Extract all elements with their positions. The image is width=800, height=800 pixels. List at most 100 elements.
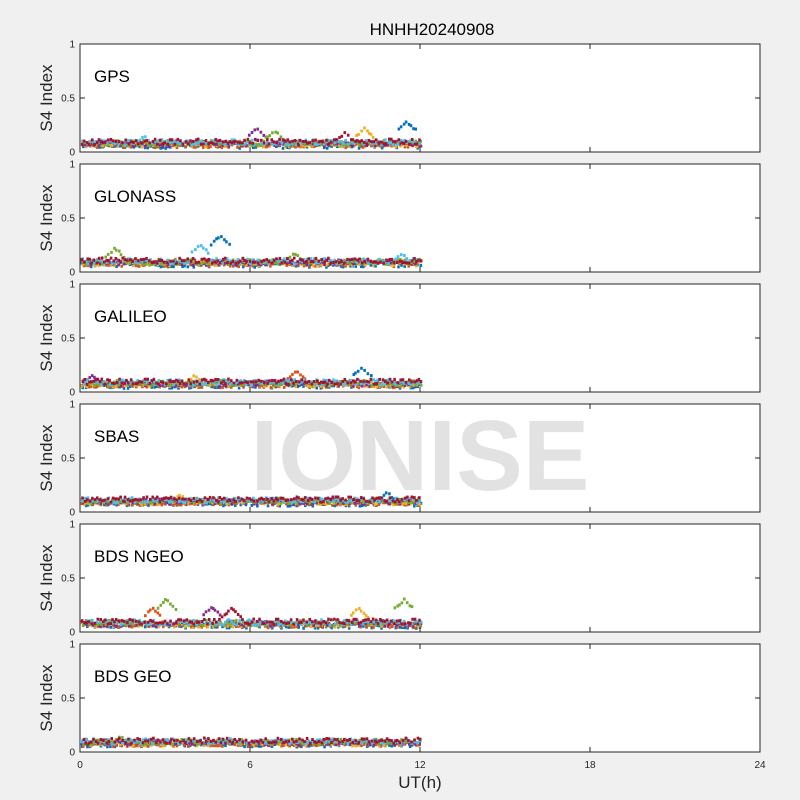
data-point xyxy=(366,620,370,624)
data-point xyxy=(85,141,89,145)
data-point xyxy=(321,625,324,629)
data-point xyxy=(104,260,108,264)
data-point xyxy=(170,383,173,387)
data-point xyxy=(110,250,113,254)
data-point xyxy=(246,381,249,384)
data-point xyxy=(220,497,224,501)
data-point xyxy=(133,744,137,748)
data-point xyxy=(256,383,260,387)
data-point xyxy=(379,618,382,621)
data-point xyxy=(126,381,130,385)
data-point xyxy=(387,262,390,266)
data-point xyxy=(227,263,230,266)
data-point xyxy=(200,257,204,261)
data-point xyxy=(184,380,188,384)
data-point xyxy=(157,382,160,386)
data-point xyxy=(390,496,394,500)
data-point xyxy=(190,625,193,629)
data-point xyxy=(210,261,214,265)
data-point xyxy=(250,503,254,507)
data-point xyxy=(390,257,393,261)
data-point xyxy=(299,500,303,504)
data-point xyxy=(283,139,287,143)
data-point xyxy=(213,618,216,621)
data-point xyxy=(125,261,129,264)
data-point xyxy=(130,142,134,145)
data-point xyxy=(353,619,356,623)
data-point xyxy=(266,504,270,508)
data-point xyxy=(269,381,272,385)
data-point xyxy=(163,141,167,145)
data-point xyxy=(308,141,311,145)
data-point xyxy=(406,380,410,384)
data-point xyxy=(330,381,333,384)
data-point xyxy=(87,385,91,389)
data-point xyxy=(215,257,218,261)
data-point xyxy=(129,382,132,386)
data-point xyxy=(149,263,152,267)
data-point xyxy=(155,260,159,264)
data-point xyxy=(248,141,252,145)
data-point xyxy=(148,143,152,147)
data-point xyxy=(143,502,147,506)
data-point xyxy=(352,257,355,261)
data-point xyxy=(109,745,112,749)
data-point xyxy=(209,145,212,149)
data-point xyxy=(88,264,91,268)
data-point xyxy=(368,500,371,504)
data-point xyxy=(370,374,373,377)
data-point xyxy=(253,265,256,269)
data-point xyxy=(334,260,338,264)
data-point xyxy=(299,623,303,627)
data-point xyxy=(105,142,109,145)
data-point xyxy=(185,382,188,386)
data-point xyxy=(390,619,393,623)
data-point xyxy=(142,498,145,502)
data-point xyxy=(232,140,235,144)
data-point xyxy=(403,138,406,142)
data-point xyxy=(398,142,401,146)
data-point xyxy=(297,496,300,500)
data-point xyxy=(391,625,394,628)
data-point xyxy=(212,503,215,507)
data-point xyxy=(403,254,406,257)
data-point xyxy=(295,618,299,622)
data-point xyxy=(271,131,274,135)
data-point xyxy=(98,620,102,623)
data-point xyxy=(120,381,124,385)
data-point xyxy=(362,611,366,615)
data-point xyxy=(376,501,379,505)
data-point xyxy=(320,258,323,262)
data-point xyxy=(140,259,144,263)
data-point xyxy=(413,141,416,144)
data-point xyxy=(190,620,193,624)
data-point xyxy=(128,263,132,267)
data-point xyxy=(372,378,376,382)
data-point xyxy=(347,626,351,630)
data-point xyxy=(265,261,269,265)
data-point xyxy=(282,621,285,625)
data-point xyxy=(213,744,217,748)
axes-box xyxy=(79,43,761,153)
data-point xyxy=(126,618,130,622)
data-point xyxy=(407,261,411,265)
data-point xyxy=(254,380,258,384)
data-point xyxy=(188,620,192,624)
data-point xyxy=(172,503,175,507)
data-point xyxy=(409,382,413,386)
data-point xyxy=(148,501,152,505)
data-point xyxy=(349,141,352,145)
data-point xyxy=(149,622,153,626)
data-point xyxy=(239,259,242,263)
data-point xyxy=(204,139,208,143)
data-point xyxy=(260,261,263,265)
data-point xyxy=(219,501,223,505)
data-point xyxy=(230,606,233,610)
data-point xyxy=(166,622,169,626)
data-point xyxy=(228,242,231,246)
data-point xyxy=(146,744,150,748)
data-point xyxy=(187,497,191,501)
data-point xyxy=(122,619,126,623)
data-point xyxy=(377,624,381,628)
data-point xyxy=(242,624,245,628)
